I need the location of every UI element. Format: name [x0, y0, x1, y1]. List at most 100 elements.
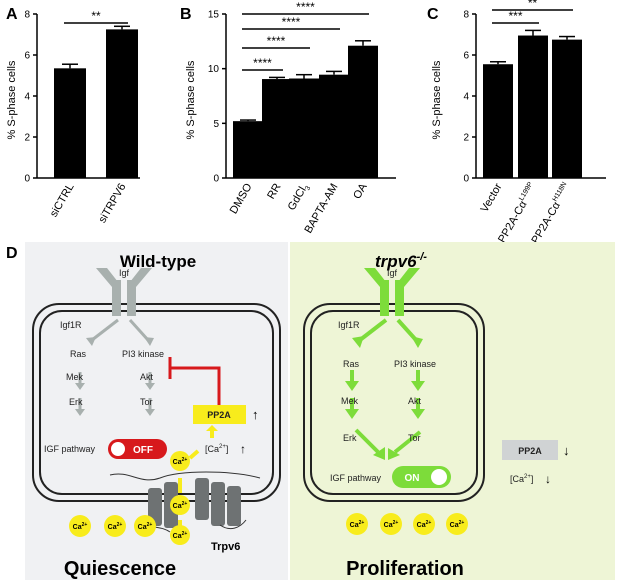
x-tick-label: RR	[265, 181, 283, 201]
arrowheads	[75, 337, 155, 416]
ion-label: Ca2+	[73, 522, 88, 531]
receptor-arrows	[78, 318, 152, 410]
bar	[262, 79, 292, 178]
y-tick-label: 6	[463, 51, 469, 62]
significance-label: ****	[296, 0, 315, 14]
y-tick-label: 5	[213, 119, 219, 130]
x-tick-label: siTRPV6	[97, 182, 129, 226]
bar	[54, 68, 86, 178]
y-tick-label: 15	[208, 10, 220, 21]
proliferation-label: Proliferation	[346, 558, 464, 580]
trpv6-mutant-diagram: trpv6-/- Igf Igf1R	[290, 242, 615, 580]
igf-pathway-label: IGF pathway	[44, 444, 96, 454]
pp2a-label: PP2A	[518, 446, 542, 456]
x-tick-label: OA	[351, 181, 370, 201]
ion-label: Ca2+	[417, 520, 432, 529]
chart-c: C % S-phase cells 02468VectorPP2A-CαL199…	[427, 0, 606, 246]
x-tick-label: PP2A-CαH118N	[529, 181, 574, 246]
calcium-ion-labels: Ca2+ Ca2+ Ca2+ Ca2+ Ca2+ Ca2+	[73, 457, 188, 540]
ion-label: Ca2+	[450, 520, 465, 529]
calcium-ion	[69, 515, 91, 537]
calcium-ion	[446, 513, 468, 535]
trpv6-channel-icon	[139, 478, 247, 533]
ca-down-arrow: ↓	[545, 472, 551, 486]
ion-label: Ca2+	[138, 522, 153, 531]
mek-label: Mek	[341, 396, 359, 406]
inhibition-line	[170, 366, 221, 408]
bar	[233, 121, 263, 178]
x-tick-label: Vector	[479, 181, 505, 214]
outer-membrane	[303, 303, 485, 502]
wild-type-diagram: Wild-type Igf Igf1R	[25, 242, 288, 580]
pi3k-label: PI3 kinase	[394, 359, 436, 369]
y-axis-label-b: % S-phase cells	[185, 60, 197, 139]
y-axis-label-a: % S-phase cells	[6, 60, 18, 139]
arrowheads	[345, 336, 425, 460]
switch-knob	[431, 469, 447, 485]
bar	[319, 74, 349, 178]
akt-label: Akt	[140, 372, 154, 382]
calcium-ions	[346, 513, 468, 535]
chart-a: A % S-phase cells 0 2 4 6 8 siCTRL siTRPV6 **	[6, 6, 140, 225]
x-tick-label: DMSO	[228, 181, 255, 216]
igf-receptor-icon	[364, 268, 420, 316]
pp2a-up-arrow: ↑	[252, 407, 259, 422]
quiescence-label: Quiescence	[64, 558, 176, 580]
y-tick-label: 8	[24, 10, 30, 21]
ion-label: Ca2+	[384, 520, 399, 529]
pp2a-label: PP2A	[207, 410, 231, 420]
bar	[483, 64, 513, 178]
y-tick-label: 4	[24, 92, 30, 103]
y-tick-label: 2	[463, 133, 469, 144]
erk-label: Erk	[343, 433, 357, 443]
bar	[518, 35, 548, 179]
significance-label: ****	[282, 15, 301, 29]
significance-label: ****	[253, 56, 272, 70]
igf-label: Igf	[119, 268, 130, 278]
calcium-ion	[380, 513, 402, 535]
y-tick-label: 0	[24, 174, 30, 185]
igf1r-label: Igf1R	[338, 320, 360, 330]
calcium-ion	[170, 525, 190, 545]
membrane-curve	[109, 471, 261, 481]
y-tick-label: 4	[463, 92, 469, 103]
ion-label: Ca2+	[108, 522, 123, 531]
switch-knob	[111, 442, 125, 456]
calcium-ion-labels: Ca2+ Ca2+ Ca2+ Ca2+	[350, 520, 465, 529]
panel-letter-d: D	[6, 245, 18, 262]
inner-membrane	[310, 310, 478, 495]
akt-label: Akt	[408, 396, 422, 406]
panel-letter-b: B	[180, 6, 192, 23]
igf-label: Igf	[387, 268, 398, 278]
significance-label: **	[528, 0, 538, 10]
pi3k-label: PI3 kinase	[122, 349, 164, 359]
calcium-ion	[413, 513, 435, 535]
calcium-ion	[134, 515, 156, 537]
tor-label: Tor	[140, 397, 153, 407]
y-tick-label: 10	[208, 64, 220, 75]
pathway-arrows	[350, 318, 422, 454]
y-tick-label: 6	[24, 51, 30, 62]
pp2a-box	[502, 440, 558, 460]
bar	[552, 39, 582, 178]
ion-label: Ca2+	[173, 531, 188, 540]
y-axis-label-c: % S-phase cells	[431, 60, 443, 139]
tor-label: Tor	[408, 433, 421, 443]
ras-label: Ras	[70, 349, 87, 359]
significance-label: **	[91, 9, 101, 23]
x-tick-label: GdCl3	[286, 181, 313, 213]
ca-concentration-label: [Ca2+]	[510, 474, 533, 484]
mutant-title: trpv6-/-	[375, 251, 427, 271]
mek-label: Mek	[66, 372, 84, 382]
calcium-ion	[104, 515, 126, 537]
igf-receptor-icon	[96, 268, 152, 316]
calcium-ion	[346, 513, 368, 535]
ion-label: Ca2+	[173, 457, 188, 466]
y-tick-label: 0	[463, 174, 469, 185]
switch-on-label: ON	[405, 473, 420, 484]
pp2a-box	[193, 405, 246, 424]
y-tick-label: 0	[213, 174, 219, 185]
significance-label: ****	[267, 34, 286, 48]
